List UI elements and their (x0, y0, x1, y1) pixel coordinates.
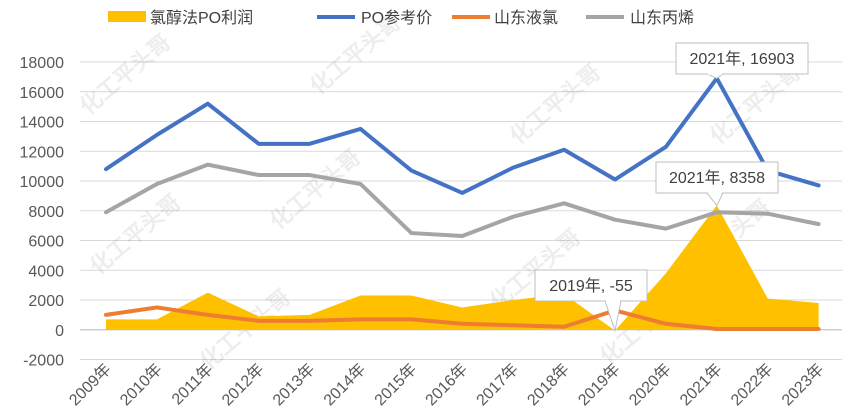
area-series (106, 205, 819, 331)
line-series-layer (104, 76, 821, 332)
y-tick-label: 2000 (28, 293, 64, 310)
callout-label: 2021年, 8358 (669, 169, 765, 187)
callout-label: 2019年, -55 (549, 277, 633, 295)
callout-box (534, 269, 648, 302)
watermark-text: 化工平头哥 (505, 59, 606, 150)
y-tick-label: 14000 (20, 115, 65, 132)
legend-label: 氯醇法PO利润 (150, 9, 253, 27)
legend: 氯醇法PO利润 PO参考价 山东液氯 山东丙烯 (108, 9, 694, 27)
legend-label: 山东液氯 (494, 9, 558, 27)
legend-label: 山东丙烯 (630, 9, 694, 27)
callout-box (675, 42, 809, 75)
watermark-text: 化工平头哥 (265, 144, 366, 235)
watermark-text: 化工平头哥 (85, 189, 186, 280)
x-tick-label: 2021年 (676, 360, 725, 409)
legend-swatch (108, 11, 146, 22)
line-series (104, 76, 821, 195)
x-tick-label: 2013年 (269, 360, 318, 409)
legend-label: PO参考价 (361, 9, 432, 27)
x-tick-label: 2016年 (422, 360, 471, 409)
line-series (104, 162, 821, 239)
x-tick-label: 2010年 (117, 360, 166, 409)
x-tick-label: 2009年 (66, 360, 115, 409)
y-tick-label: 8000 (28, 204, 64, 221)
y-tick-label: 0 (55, 323, 64, 340)
x-tick-label: 2019年 (575, 360, 624, 409)
y-tick-label: 18000 (20, 55, 65, 72)
x-tick-label: 2020年 (626, 360, 675, 409)
callout-label: 2021年, 16903 (690, 50, 795, 68)
x-tick-label: 2022年 (727, 360, 776, 409)
y-tick-label: 16000 (20, 85, 65, 102)
y-tick-label: 4000 (28, 263, 64, 280)
y-tick-label: 6000 (28, 234, 64, 251)
data-callout: 2021年, 8358 (655, 161, 779, 207)
x-tick-label: 2015年 (371, 360, 420, 409)
data-callouts: 2021年, 16903 2021年, 8358 2019年, -55 (534, 42, 809, 333)
x-tick-label: 2023年 (778, 360, 827, 409)
x-tick-label: 2017年 (473, 360, 522, 409)
data-callout: 2019年, -55 (534, 269, 648, 333)
x-tick-label: 2018年 (524, 360, 573, 409)
line-series (104, 305, 821, 332)
x-axis: 2009年 2010年 2011年 2012年 2013年 2014年 2015年 2016年… (66, 360, 828, 409)
x-tick-label: 2014年 (320, 360, 369, 409)
callout-pointer (705, 192, 724, 207)
y-tick-label: 10000 (20, 174, 65, 191)
data-callout: 2021年, 16903 (675, 42, 809, 79)
x-tick-label: 2011年 (168, 360, 216, 408)
y-axis: -2000 0 2000 4000 6000 8000 10000 12000 14000 160… (20, 55, 65, 370)
y-tick-label: 12000 (20, 144, 65, 161)
watermark-text: 化工平头哥 (75, 29, 176, 120)
x-tick-label: 2012年 (218, 360, 267, 409)
y-tick-label: -2000 (23, 353, 64, 370)
